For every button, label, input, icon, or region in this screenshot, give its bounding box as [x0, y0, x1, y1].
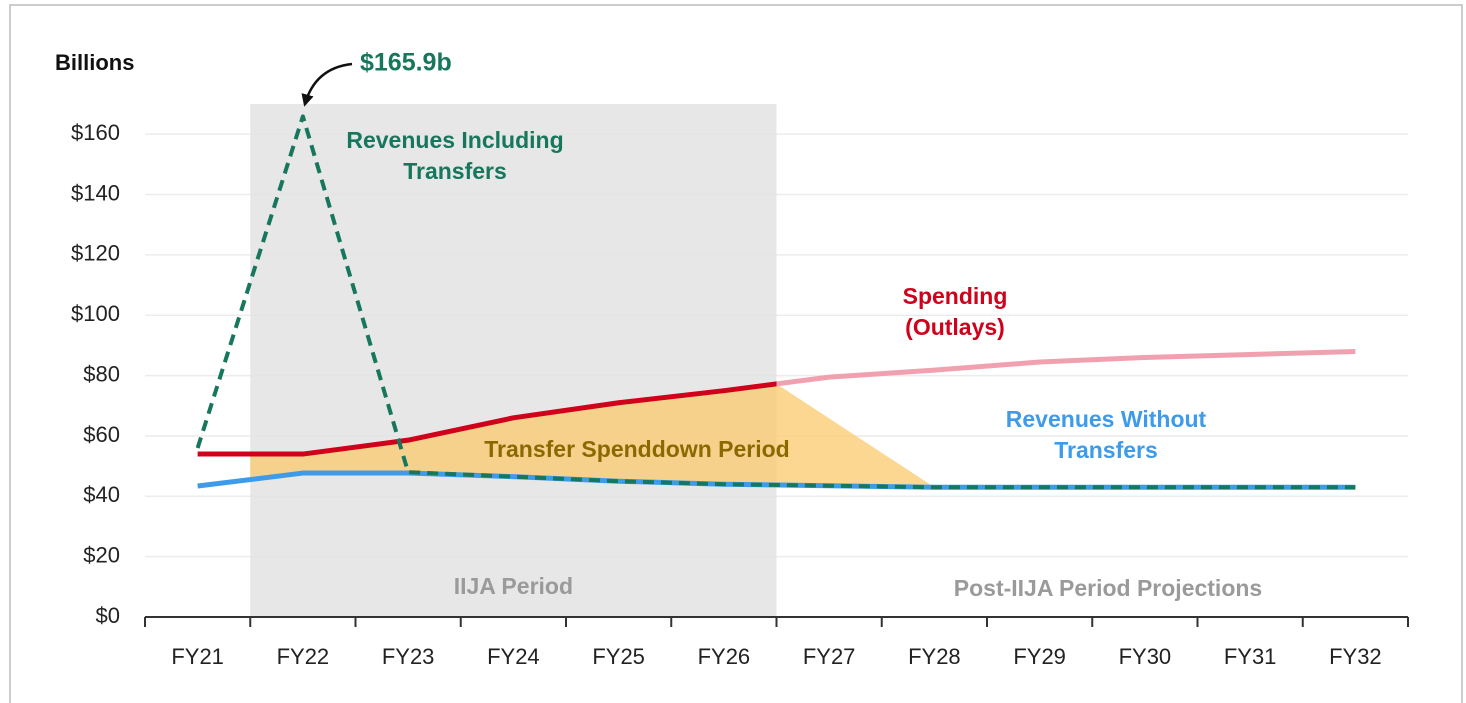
- series-label: Revenues Without: [1006, 406, 1207, 432]
- series-line: [195, 114, 1356, 490]
- y-tick-label: $60: [83, 422, 120, 447]
- y-tick-label: $160: [71, 120, 120, 145]
- spenddown-label: Transfer Spenddown Period: [484, 436, 789, 462]
- x-tick-label: FY28: [908, 644, 961, 669]
- series-label: (Outlays): [905, 314, 1005, 340]
- y-tick-label: $120: [71, 241, 120, 266]
- x-tick-label: FY25: [592, 644, 645, 669]
- spenddown-area: [250, 383, 935, 488]
- annotation-arrow: [301, 62, 353, 107]
- y-tick-label: $80: [83, 361, 120, 386]
- value-label: $165.9b: [360, 49, 452, 77]
- series-line: [197, 348, 1356, 457]
- projection-label: Post-IIJA Period Projections: [954, 575, 1262, 601]
- frame: [9, 4, 1463, 703]
- series-label: Transfers: [1054, 437, 1158, 463]
- y-tick-label: $100: [71, 301, 120, 326]
- x-tick-label: FY21: [171, 644, 224, 669]
- y-tick-label: $0: [96, 603, 120, 628]
- x-tick-label: FY30: [1119, 644, 1172, 669]
- y-tick-label: $140: [71, 180, 120, 205]
- y-axis-label: Billions: [55, 50, 134, 75]
- x-tick-label: FY27: [803, 644, 856, 669]
- x-tick-label: FY24: [487, 644, 540, 669]
- x-tick-label: FY23: [382, 644, 435, 669]
- x-tick-label: FY29: [1013, 644, 1066, 669]
- shaded-period: [250, 104, 777, 617]
- x-tick-label: FY31: [1224, 644, 1277, 669]
- series-label: Revenues Including: [346, 127, 563, 153]
- y-tick-label: $40: [83, 482, 120, 507]
- period-label: IIJA Period: [454, 573, 573, 599]
- series-label: Spending: [903, 283, 1008, 309]
- x-tick-label: FY32: [1329, 644, 1382, 669]
- y-tick-label: $20: [83, 542, 120, 567]
- x-tick-label: FY26: [698, 644, 751, 669]
- x-tick-label: FY22: [277, 644, 330, 669]
- series-label: Transfers: [403, 158, 507, 184]
